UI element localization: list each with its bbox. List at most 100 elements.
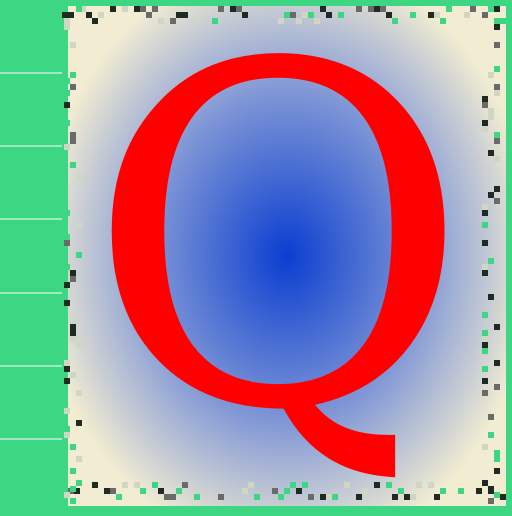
- frame-noise-pixel: [70, 84, 76, 90]
- side-strip: [0, 0, 66, 512]
- frame-noise-pixel: [98, 12, 104, 18]
- frame-noise-pixel: [494, 132, 500, 138]
- frame-noise-pixel: [482, 366, 488, 372]
- frame-noise-pixel: [278, 18, 284, 24]
- frame-noise-pixel: [230, 6, 236, 12]
- frame-noise-pixel: [494, 186, 500, 192]
- frame-noise-pixel: [70, 486, 76, 492]
- frame-noise-pixel: [482, 348, 488, 354]
- frame-noise-pixel: [70, 72, 76, 78]
- frame-noise-pixel: [64, 378, 70, 384]
- frame-noise-pixel: [494, 450, 500, 456]
- frame-noise-pixel: [308, 494, 314, 500]
- frame-noise-pixel: [70, 42, 76, 48]
- frame-noise-pixel: [392, 494, 398, 500]
- frame-noise-pixel: [176, 12, 182, 18]
- frame-noise-pixel: [410, 12, 416, 18]
- frame-noise-pixel: [488, 150, 494, 156]
- frame-noise-pixel: [86, 12, 92, 18]
- frame-noise-pixel: [248, 482, 254, 488]
- frame-noise-pixel: [488, 294, 494, 300]
- frame-noise-pixel: [428, 12, 434, 18]
- frame-noise-pixel: [70, 372, 76, 378]
- frame-noise-pixel: [494, 42, 500, 48]
- frame-noise-pixel: [242, 488, 248, 494]
- frame-noise-pixel: [68, 12, 74, 18]
- frame-noise-pixel: [494, 90, 500, 96]
- frame-noise-pixel: [194, 494, 200, 500]
- frame-noise-pixel: [374, 6, 380, 12]
- frame-noise-pixel: [380, 6, 386, 12]
- frame-noise-pixel: [284, 12, 290, 18]
- frame-noise-pixel: [64, 102, 70, 108]
- frame-noise-pixel: [494, 156, 500, 162]
- frame-noise-pixel: [440, 488, 446, 494]
- frame-noise-pixel: [70, 132, 76, 138]
- frame-noise-pixel: [64, 408, 70, 414]
- frame-noise-pixel: [458, 488, 464, 494]
- frame-noise-pixel: [122, 482, 128, 488]
- frame-noise-pixel: [482, 120, 488, 126]
- frame-noise-pixel: [494, 492, 500, 498]
- frame-noise-pixel: [70, 276, 76, 282]
- frame-noise-pixel: [482, 336, 488, 342]
- frame-noise-pixel: [494, 324, 500, 330]
- frame-noise-pixel: [482, 330, 488, 336]
- frame-noise-pixel: [176, 488, 182, 494]
- frame-noise-pixel: [440, 18, 446, 24]
- frame-noise-pixel: [164, 494, 170, 500]
- frame-noise-pixel: [70, 324, 76, 330]
- frame-noise-pixel: [488, 114, 494, 120]
- frame-noise-pixel: [338, 12, 344, 18]
- frame-noise-pixel: [320, 494, 326, 500]
- frame-noise-pixel: [296, 18, 302, 24]
- frame-noise-pixel: [152, 482, 158, 488]
- frame-noise-pixel: [428, 482, 434, 488]
- frame-noise-pixel: [344, 482, 350, 488]
- frame-noise-pixel: [488, 72, 494, 78]
- frame-noise-pixel: [302, 482, 308, 488]
- frame-noise-pixel: [326, 494, 332, 500]
- frame-noise-pixel: [76, 420, 82, 426]
- frame-noise-pixel: [416, 482, 422, 488]
- frame-noise-pixel: [494, 456, 500, 462]
- frame-noise-pixel: [92, 18, 98, 24]
- frame-noise-pixel: [410, 494, 416, 500]
- frame-noise-pixel: [326, 12, 332, 18]
- frame-noise-pixel: [64, 264, 70, 270]
- frame-noise-pixel: [494, 138, 500, 144]
- frame-noise-pixel: [92, 482, 98, 488]
- frame-noise-pixel: [182, 482, 188, 488]
- frame-noise-pixel: [76, 390, 82, 396]
- frame-noise-pixel: [482, 342, 488, 348]
- frame-noise-pixel: [488, 258, 494, 264]
- frame-noise-pixel: [482, 210, 488, 216]
- frame-noise-pixel: [122, 6, 128, 12]
- frame-noise-pixel: [146, 12, 152, 18]
- frame-noise-pixel: [140, 488, 146, 494]
- frame-noise-pixel: [482, 390, 488, 396]
- frame-noise-pixel: [302, 12, 308, 18]
- frame-noise-pixel: [494, 24, 500, 30]
- frame-noise-pixel: [434, 494, 440, 500]
- side-strip-background: [0, 0, 66, 512]
- frame-noise-pixel: [494, 66, 500, 72]
- frame-noise-pixel: [494, 384, 500, 390]
- frame-noise-pixel: [356, 6, 362, 12]
- frame-noise-pixel: [158, 488, 164, 494]
- frame-noise-pixel: [64, 432, 70, 438]
- frame-noise-pixel: [64, 282, 70, 288]
- frame-noise-pixel: [194, 18, 200, 24]
- frame-noise-pixel: [482, 12, 488, 18]
- frame-noise-pixel: [74, 488, 80, 494]
- frame-noise-pixel: [488, 498, 494, 504]
- frame-noise-pixel: [398, 488, 404, 494]
- frame-noise-pixel: [70, 468, 76, 474]
- frame-noise-pixel: [110, 6, 116, 12]
- frame-noise-pixel: [386, 482, 392, 488]
- frame-noise-pixel: [374, 482, 380, 488]
- tile-background: [68, 6, 506, 506]
- frame-noise-pixel: [64, 492, 70, 498]
- frame-noise-pixel: [70, 498, 76, 504]
- frame-noise-pixel: [494, 18, 500, 24]
